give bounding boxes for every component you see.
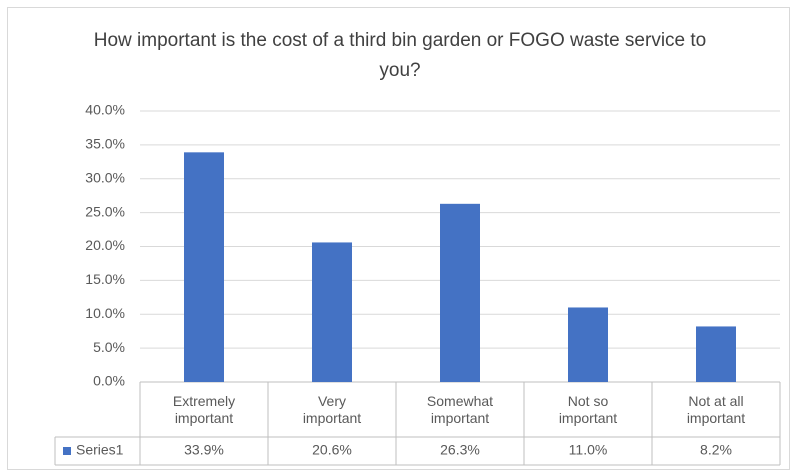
y-tick-label: 35.0% — [85, 136, 125, 152]
bar — [696, 326, 736, 382]
data-table-value: 33.9% — [184, 442, 224, 458]
y-tick-label: 10.0% — [85, 305, 125, 321]
bar — [568, 307, 608, 382]
chart-title: How important is the cost of a third bin… — [93, 30, 707, 81]
data-table-value: 26.3% — [440, 442, 480, 458]
bar — [440, 203, 480, 382]
data-table-value: 8.2% — [700, 442, 732, 458]
bar — [312, 242, 352, 382]
x-tick-label: Very important — [302, 393, 362, 426]
y-tick-label: 5.0% — [93, 339, 125, 355]
x-tick-label: Not so important — [558, 393, 618, 426]
y-tick-label: 15.0% — [85, 271, 125, 287]
x-tick-label: Not at all important — [686, 393, 746, 426]
legend-key — [63, 447, 71, 455]
x-tick-label: Somewhat important — [426, 393, 494, 426]
y-tick-label: 40.0% — [85, 102, 125, 118]
legend-label: Series1 — [76, 442, 124, 458]
y-tick-label: 20.0% — [85, 237, 125, 253]
data-table-value: 11.0% — [569, 442, 608, 458]
bar — [184, 152, 224, 382]
y-tick-label: 25.0% — [85, 203, 125, 219]
x-tick-label: Extremely important — [172, 393, 236, 426]
data-table-value: 20.6% — [312, 442, 352, 458]
chart-border — [7, 7, 790, 470]
y-tick-label: 30.0% — [85, 169, 125, 185]
y-tick-label: 0.0% — [93, 373, 125, 389]
